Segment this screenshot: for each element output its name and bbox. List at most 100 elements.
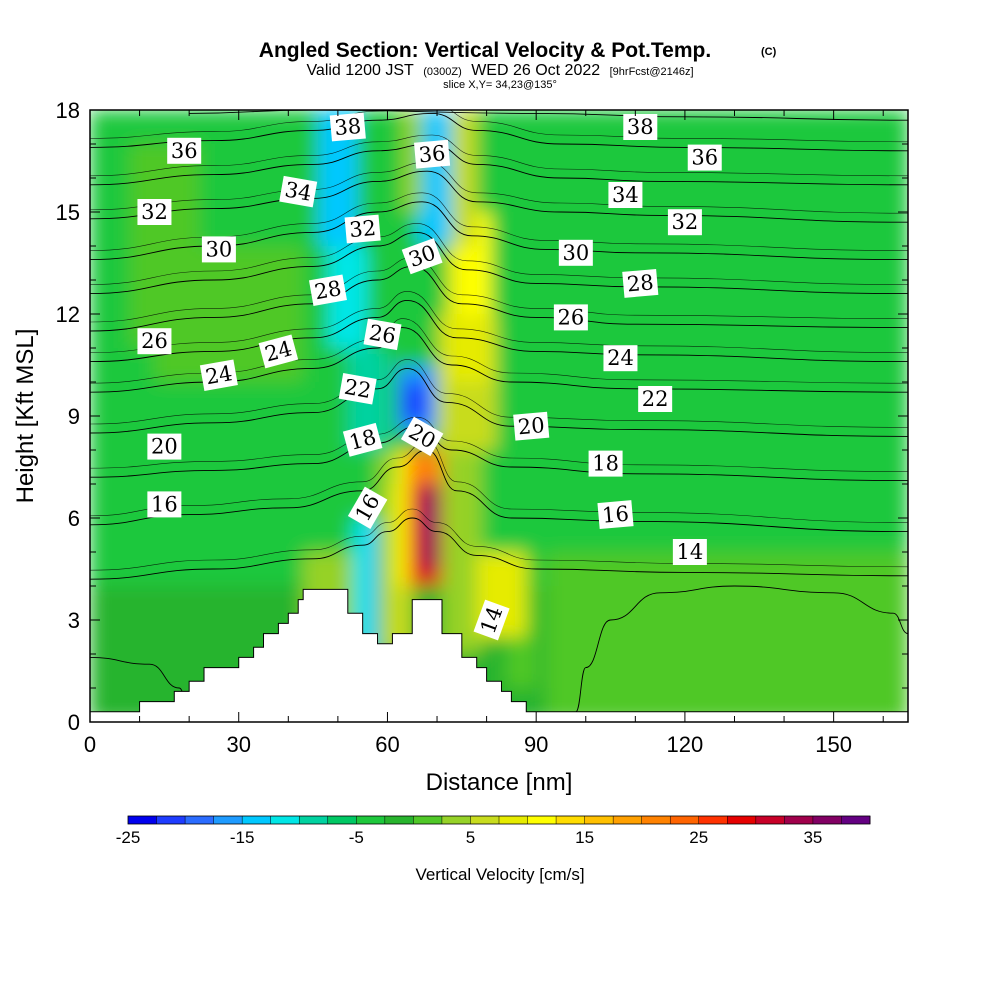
y-tick-label: 9 [68,404,80,429]
colorbar-tick-label: 25 [689,828,708,847]
contour-label-box [400,416,444,457]
colorbar-swatch [356,816,386,824]
theta-contour-36 [90,112,908,152]
contour-label-20: 20 [147,433,182,460]
contour-label-36: 36 [687,144,722,171]
contour-label-box [473,599,510,641]
contour-label-22: 22 [338,373,377,405]
contour-label-text: 34 [283,177,313,205]
velocity-cell-18 [441,450,482,654]
chart-title: Angled Section: Vertical Velocity & Pot.… [259,39,711,62]
contour-label-38: 38 [329,112,366,142]
contour-label-box [347,486,388,530]
colorbar-swatch [156,816,186,824]
contour-label-text: 16 [151,492,178,516]
contour-label-box [558,239,593,266]
colorbar-label: Vertical Velocity [cm/s] [415,865,584,884]
colorbar-swatch [213,816,243,824]
contour-label-22: 22 [638,386,673,412]
colorbar-swatch [413,816,443,824]
theta-contour-32 [90,170,908,223]
colorbar-swatch [441,816,471,824]
subtitle-utc: (0300Z) [423,66,462,78]
contour-label-18: 18 [342,422,383,457]
y-tick-label: 15 [56,200,80,225]
colorbar-tick-label: 35 [803,828,822,847]
theta-contour-minor [90,508,908,571]
chart-subtitle: Valid 1200 JST (0300Z) WED 26 Oct 2022 [… [306,62,693,79]
chart-title-mark: (C) [761,46,777,58]
contour-label-text: 14 [676,540,703,564]
contour-label-34: 34 [608,182,643,208]
contour-label-24: 24 [603,345,638,372]
contour-label-box [672,539,707,565]
contour-label-text: 36 [418,141,447,167]
colorbar-swatch [470,816,500,824]
colorbar-swatch [299,816,329,824]
subtitle-date: WED 26 Oct 2022 [471,62,600,79]
colorbar-tick-label: -5 [349,828,364,847]
contour-label-text: 36 [691,146,718,170]
contour-label-16: 16 [147,491,182,518]
colorbar-swatch [185,816,215,824]
theta-contour-minor [90,291,908,353]
contour-label-18: 18 [588,450,623,477]
velocity-cell-2 [546,552,908,722]
x-tick-label: 30 [226,732,250,757]
theta-contour-minor [90,134,908,177]
theta-contour-26 [90,265,908,332]
velocity-cell-25 [417,110,452,246]
contour-label-text: 20 [151,435,178,459]
contour-label-box [308,274,347,306]
colorbar-swatch [527,816,557,824]
contour-label-14: 14 [672,539,707,565]
contour-label-text: 30 [562,241,589,265]
contour-label-box [344,214,381,244]
contour-label-text: 30 [206,237,233,261]
colorbar-swatch [556,816,586,824]
contour-label-box [401,238,443,275]
colorbar-swatch [812,816,842,824]
x-axis-label: Distance [nm] [426,769,573,796]
colorbar-swatch [499,816,529,824]
x-tick-label: 90 [524,732,548,757]
contour-label-text: 38 [627,115,654,139]
contour-label-34: 34 [279,175,318,208]
colorbar-swatch [698,816,728,824]
velocity-cell-10 [367,518,378,688]
contour-label-text: 28 [626,270,655,296]
y-tick-label: 3 [68,608,80,633]
contour-label-box [137,199,172,225]
contour-label-32: 32 [344,214,381,244]
contour-label-box [338,373,377,405]
x-tick-label: 0 [84,732,96,757]
y-tick-label: 18 [56,98,80,123]
colorbar-swatch [242,816,272,824]
theta-contour-minor [90,192,908,251]
contour-label-28: 28 [308,274,347,306]
contour-label-26: 26 [137,328,172,355]
terrain [90,588,908,722]
contour-label-32: 32 [667,209,702,236]
contour-label-text: 36 [171,139,198,163]
contour-label-box [597,500,634,530]
contour-label-box [414,139,451,169]
contour-label-box [199,359,238,391]
contour-label-26: 26 [553,304,588,331]
contour-label-box [363,318,402,351]
colorbar-tick-label: -15 [230,828,255,847]
contour-label-36: 36 [167,137,202,164]
contour-label-16: 16 [347,486,388,530]
velocity-cell-26 [402,110,423,212]
contour-label-text: 28 [313,276,343,304]
contour-label-text: 16 [601,501,630,527]
contour-label-16: 16 [597,500,634,530]
theta-contour-minor [90,359,908,428]
contour-label-box [687,144,722,171]
colorbar-swatch [784,816,814,824]
colorbar-tick-label: 15 [575,828,594,847]
contour-label-text: 26 [558,305,585,329]
contour-label-14: 14 [473,599,510,641]
